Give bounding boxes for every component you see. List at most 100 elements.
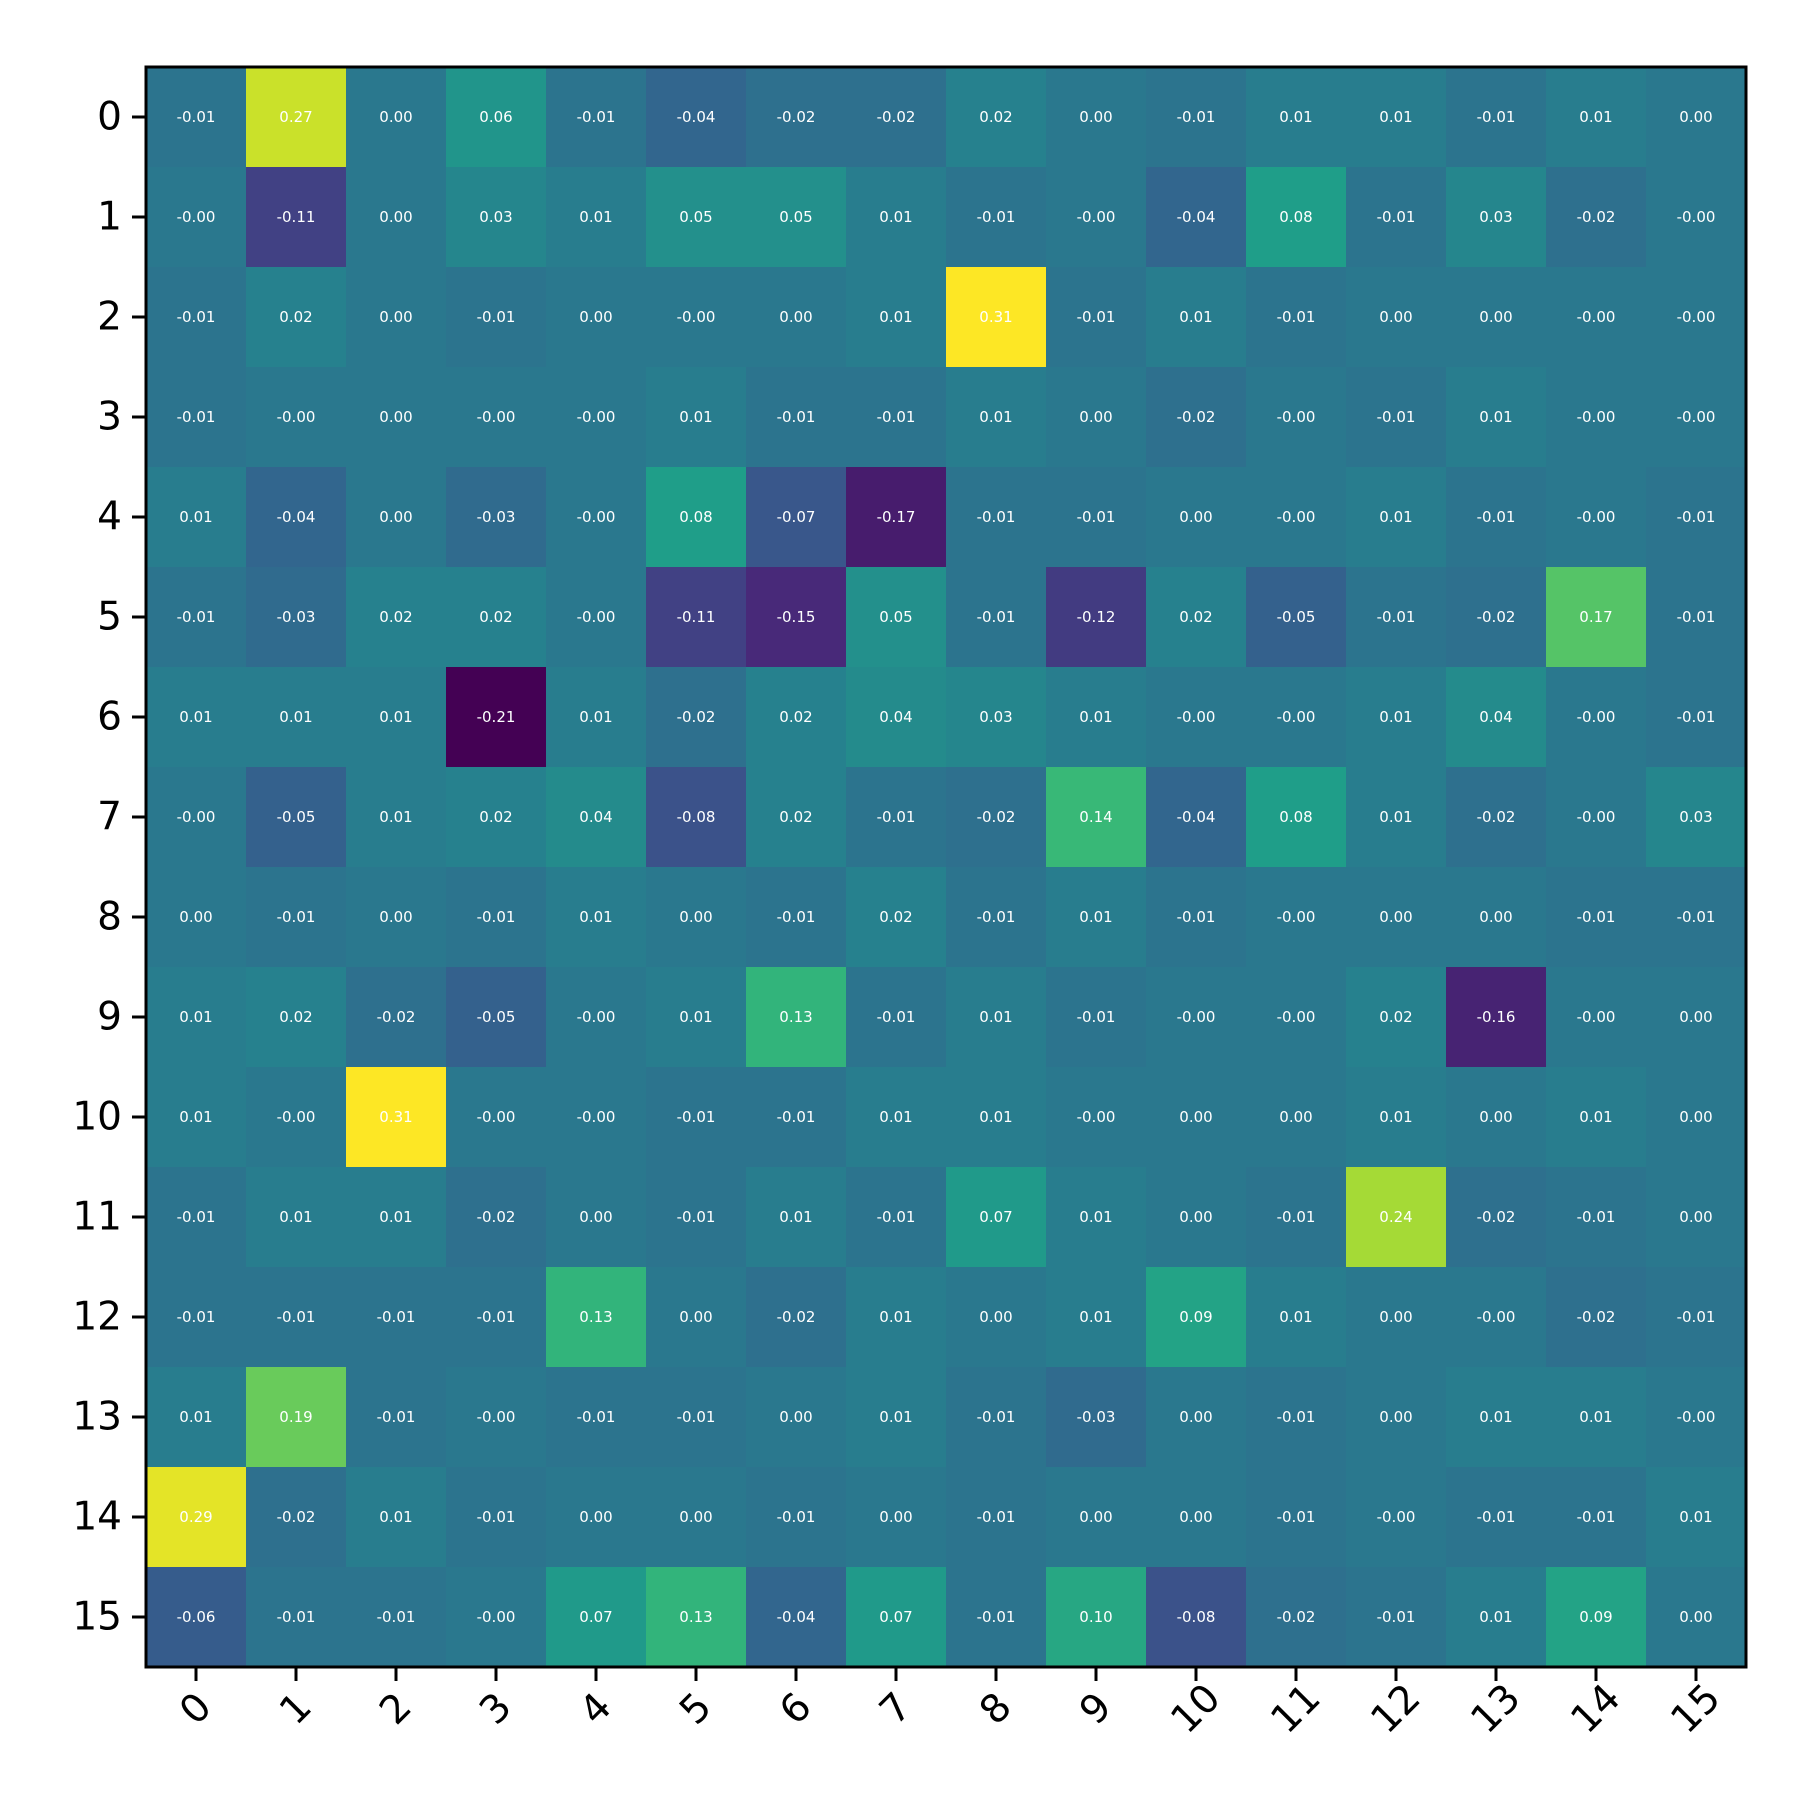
cell-value-label: 0.13 — [679, 1608, 712, 1626]
cell-value-label: -0.02 — [1577, 208, 1616, 226]
cell-value-label: -0.01 — [677, 1408, 716, 1426]
heatmap-cell — [446, 867, 547, 968]
cell-value-label: -0.01 — [477, 1308, 516, 1326]
cell-value-label: -0.02 — [277, 1508, 316, 1526]
heatmap-cell — [1046, 1367, 1147, 1468]
heatmap-cell — [1446, 1467, 1547, 1568]
heatmap-cell — [1046, 767, 1147, 868]
heatmap-cell — [1246, 167, 1347, 268]
cell-value-label: -0.02 — [477, 1208, 516, 1226]
heatmap-cell — [646, 367, 747, 468]
heatmap-cell — [1046, 67, 1147, 168]
cell-value-label: -0.04 — [1177, 808, 1216, 826]
cell-value-label: -0.01 — [1077, 308, 1116, 326]
y-tick-label: 5 — [97, 595, 122, 640]
cell-value-label: -0.04 — [777, 1608, 816, 1626]
cell-value-label: 0.01 — [1479, 1408, 1512, 1426]
heatmap-cell — [1646, 567, 1747, 668]
cell-value-label: -0.01 — [977, 1508, 1016, 1526]
heatmap-cell — [246, 1467, 347, 1568]
heatmap-cell — [346, 1467, 447, 1568]
cell-value-label: -0.01 — [177, 408, 216, 426]
cell-value-label: -0.00 — [1277, 908, 1316, 926]
cell-value-label: 0.02 — [379, 608, 412, 626]
heatmap-cell — [1146, 267, 1247, 368]
heatmap-cell — [246, 367, 347, 468]
y-tick-label: 9 — [97, 995, 122, 1040]
heatmap-cell — [1046, 967, 1147, 1068]
heatmap-cell — [1546, 867, 1647, 968]
heatmap-cell — [1546, 767, 1647, 868]
cell-value-label: 0.01 — [579, 708, 612, 726]
heatmap-cell — [1446, 367, 1547, 468]
cell-value-label: -0.01 — [1477, 508, 1516, 526]
heatmap-cell — [1246, 667, 1347, 768]
cell-value-label: -0.04 — [1177, 208, 1216, 226]
cell-value-label: 0.01 — [279, 1208, 312, 1226]
cell-value-label: 0.01 — [679, 1008, 712, 1026]
heatmap-cell — [946, 67, 1047, 168]
heatmap-cell — [1146, 1067, 1247, 1168]
heatmap-cell — [1146, 1367, 1247, 1468]
heatmap-cell — [846, 1167, 947, 1268]
heatmap-cell — [1346, 567, 1447, 668]
cell-value-label: -0.03 — [277, 608, 316, 626]
heatmap-cell — [1446, 867, 1547, 968]
heatmap-cell — [546, 1167, 647, 1268]
heatmap-cell — [446, 967, 547, 1068]
cell-value-label: -0.00 — [1077, 1108, 1116, 1126]
cell-value-label: -0.17 — [877, 508, 916, 526]
cell-value-label: 0.08 — [679, 508, 712, 526]
heatmap-cell — [1546, 67, 1647, 168]
cell-value-label: 0.01 — [179, 1108, 212, 1126]
cell-value-label: 0.19 — [279, 1408, 312, 1426]
cell-value-label: 0.02 — [279, 308, 312, 326]
cell-value-label: -0.01 — [177, 108, 216, 126]
heatmap-cell — [946, 167, 1047, 268]
heatmap-cell — [1046, 167, 1147, 268]
heatmap-cell — [146, 67, 247, 168]
cell-value-label: 0.00 — [1179, 1508, 1212, 1526]
heatmap-cell — [746, 267, 847, 368]
heatmap-cell — [146, 1367, 247, 1468]
cell-value-label: -0.02 — [877, 108, 916, 126]
heatmap-cell — [846, 1267, 947, 1368]
heatmap-cell — [746, 67, 847, 168]
cell-value-label: -0.03 — [1077, 1408, 1116, 1426]
cell-value-label: -0.06 — [177, 1608, 216, 1626]
cell-value-label: 0.00 — [679, 1508, 712, 1526]
heatmap-cell — [746, 567, 847, 668]
cell-value-label: -0.08 — [1177, 1608, 1216, 1626]
cell-value-label: 0.01 — [1579, 1408, 1612, 1426]
heatmap-cell — [1546, 667, 1647, 768]
heatmap-cell — [746, 1067, 847, 1168]
heatmap-cell — [1646, 1467, 1747, 1568]
heatmap-cell — [1346, 167, 1447, 268]
heatmap-cell — [946, 967, 1047, 1068]
cell-value-label: -0.16 — [1477, 1008, 1516, 1026]
heatmap-cell — [846, 1067, 947, 1168]
cell-value-label: 0.01 — [179, 1408, 212, 1426]
cell-value-label: 0.00 — [1379, 908, 1412, 926]
cell-value-label: -0.01 — [1077, 508, 1116, 526]
cell-value-label: 0.01 — [679, 408, 712, 426]
heatmap-cell — [1146, 667, 1247, 768]
heatmap-cell — [846, 467, 947, 568]
heatmap-cell — [646, 1067, 747, 1168]
cell-value-label: -0.01 — [1677, 608, 1716, 626]
cell-value-label: -0.11 — [277, 208, 316, 226]
heatmap-cell — [1546, 1167, 1647, 1268]
heatmap-cell — [446, 1367, 547, 1468]
heatmap-cell — [1346, 1367, 1447, 1468]
y-tick-label: 15 — [72, 1595, 122, 1640]
cell-value-label: 0.13 — [579, 1308, 612, 1326]
heatmap-cell — [1046, 1467, 1147, 1568]
cell-value-label: -0.02 — [1577, 1308, 1616, 1326]
heatmap-cell — [1146, 1567, 1247, 1668]
cell-value-label: -0.00 — [677, 308, 716, 326]
cell-value-label: 0.04 — [1479, 708, 1512, 726]
cell-value-label: -0.00 — [277, 1108, 316, 1126]
heatmap-cell — [846, 1567, 947, 1668]
cell-value-label: -0.00 — [1177, 708, 1216, 726]
heatmap-cell — [1146, 67, 1247, 168]
